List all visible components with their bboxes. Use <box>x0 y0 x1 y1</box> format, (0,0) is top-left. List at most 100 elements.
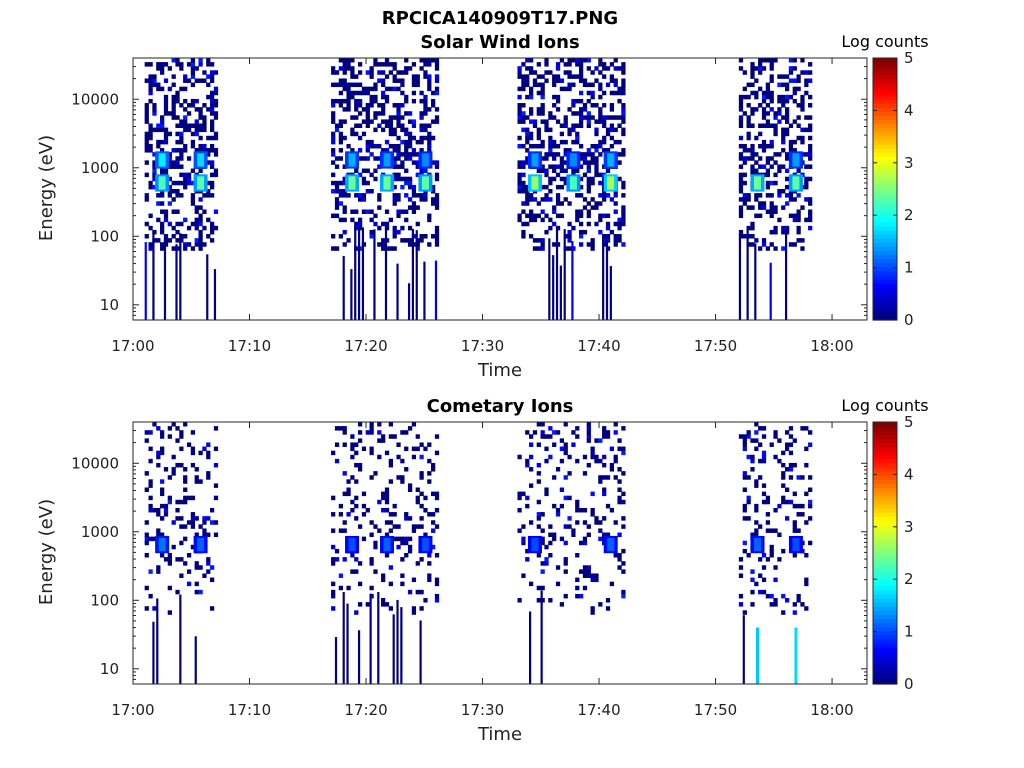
heatmap-cell <box>407 536 413 542</box>
heatmap-cell <box>152 230 155 320</box>
heatmap-cell <box>431 467 436 472</box>
heatmap-cell <box>761 238 767 243</box>
heatmap-cell <box>190 516 196 521</box>
heatmap-cell <box>421 537 429 552</box>
heatmap-cell <box>613 242 618 247</box>
heatmap-cell <box>202 70 207 75</box>
heatmap-cell <box>419 454 424 460</box>
heatmap-cell <box>342 193 347 198</box>
colorbar-swatch <box>873 655 897 661</box>
heatmap-cell <box>552 205 557 210</box>
heatmap-cell <box>544 544 549 550</box>
heatmap-cell <box>434 524 440 529</box>
heatmap-cell <box>338 123 343 128</box>
heatmap-cell <box>396 172 401 178</box>
heatmap-cell <box>381 119 386 124</box>
heatmap-cell <box>532 246 538 251</box>
heatmap-cell <box>536 135 541 141</box>
heatmap-cell <box>742 610 747 615</box>
heatmap-cell <box>407 516 413 521</box>
heatmap-cell <box>605 148 611 153</box>
heatmap-cell <box>567 62 572 67</box>
heatmap-cell <box>152 176 157 182</box>
heatmap-cell <box>361 131 367 137</box>
heatmap-cell <box>338 103 343 108</box>
colorbar-swatch <box>873 119 897 125</box>
heatmap-cell <box>197 153 205 167</box>
heatmap-cell <box>183 184 188 190</box>
heatmap-cell <box>404 98 409 104</box>
heatmap-cell <box>186 581 192 587</box>
heatmap-cell <box>419 197 424 202</box>
heatmap-cell <box>365 156 370 161</box>
heatmap-cell <box>419 193 424 198</box>
heatmap-cell <box>160 127 165 133</box>
heatmap-cell <box>194 475 199 480</box>
heatmap-cell <box>388 246 393 251</box>
heatmap-cell <box>342 209 347 214</box>
heatmap-cell <box>578 78 584 83</box>
heatmap-cell <box>563 229 566 320</box>
heatmap-cell <box>186 78 192 83</box>
colorbar-swatch <box>873 176 897 182</box>
y-axis-label: Energy (eV) <box>36 135 57 241</box>
heatmap-cell <box>621 62 626 67</box>
heatmap-cell <box>186 103 192 108</box>
heatmap-cell <box>804 70 809 75</box>
heatmap-cell <box>175 238 180 243</box>
heatmap-cell <box>411 422 417 427</box>
heatmap-cell <box>754 78 759 83</box>
heatmap-cell <box>346 512 351 517</box>
heatmap-cell <box>559 458 565 464</box>
heatmap-cell <box>202 532 207 538</box>
heatmap-cell <box>582 585 588 591</box>
heatmap-cell <box>578 115 584 120</box>
heatmap-cell <box>171 148 176 153</box>
heatmap-cell <box>210 225 215 231</box>
heatmap-cell <box>602 197 607 202</box>
heatmap-cell <box>575 209 580 214</box>
heatmap-cell <box>392 62 397 67</box>
heatmap-cell <box>213 90 219 96</box>
heatmap-cell <box>525 74 530 79</box>
heatmap-cell <box>381 148 386 153</box>
heatmap-cell <box>765 82 770 88</box>
heatmap-cell <box>381 103 386 108</box>
heatmap-cell <box>206 180 211 186</box>
heatmap-cell <box>210 180 215 186</box>
heatmap-cell <box>194 98 199 104</box>
heatmap-cell <box>746 94 751 100</box>
heatmap-cell <box>404 94 409 100</box>
heatmap-cell <box>590 103 595 108</box>
heatmap-cell <box>194 221 199 227</box>
heatmap-cell <box>605 234 611 239</box>
heatmap-cell <box>175 58 180 63</box>
heatmap-cell <box>571 442 576 447</box>
heatmap-cell <box>190 58 196 63</box>
heatmap-cell <box>160 148 165 153</box>
heatmap-cell <box>796 193 801 198</box>
colorbar-swatch <box>873 111 897 116</box>
heatmap-cell <box>365 90 370 96</box>
heatmap-cell <box>540 107 545 112</box>
heatmap-cell <box>160 434 165 439</box>
heatmap-cell <box>354 569 359 574</box>
heatmap-cell <box>552 103 557 108</box>
heatmap-cell <box>761 450 767 456</box>
heatmap-cell <box>400 475 405 480</box>
heatmap-cell <box>342 242 347 247</box>
heatmap-cell <box>152 152 157 157</box>
heatmap-cell <box>738 176 744 182</box>
heatmap-cell <box>338 585 343 591</box>
heatmap-cell <box>160 209 165 214</box>
heatmap-cell <box>388 479 393 484</box>
heatmap-cell <box>407 156 413 161</box>
heatmap-cell <box>152 82 157 88</box>
heatmap-cell <box>160 221 165 227</box>
heatmap-cell <box>186 111 192 116</box>
heatmap-cell <box>190 131 196 137</box>
heatmap-cell <box>758 123 763 128</box>
heatmap-cell <box>602 74 607 79</box>
heatmap-cell <box>350 569 355 574</box>
heatmap-cell <box>578 234 584 239</box>
